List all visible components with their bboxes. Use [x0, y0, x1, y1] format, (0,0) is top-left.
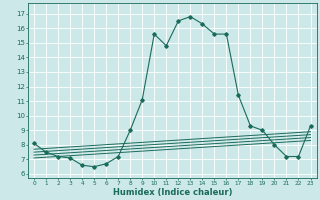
X-axis label: Humidex (Indice chaleur): Humidex (Indice chaleur) — [113, 188, 232, 197]
